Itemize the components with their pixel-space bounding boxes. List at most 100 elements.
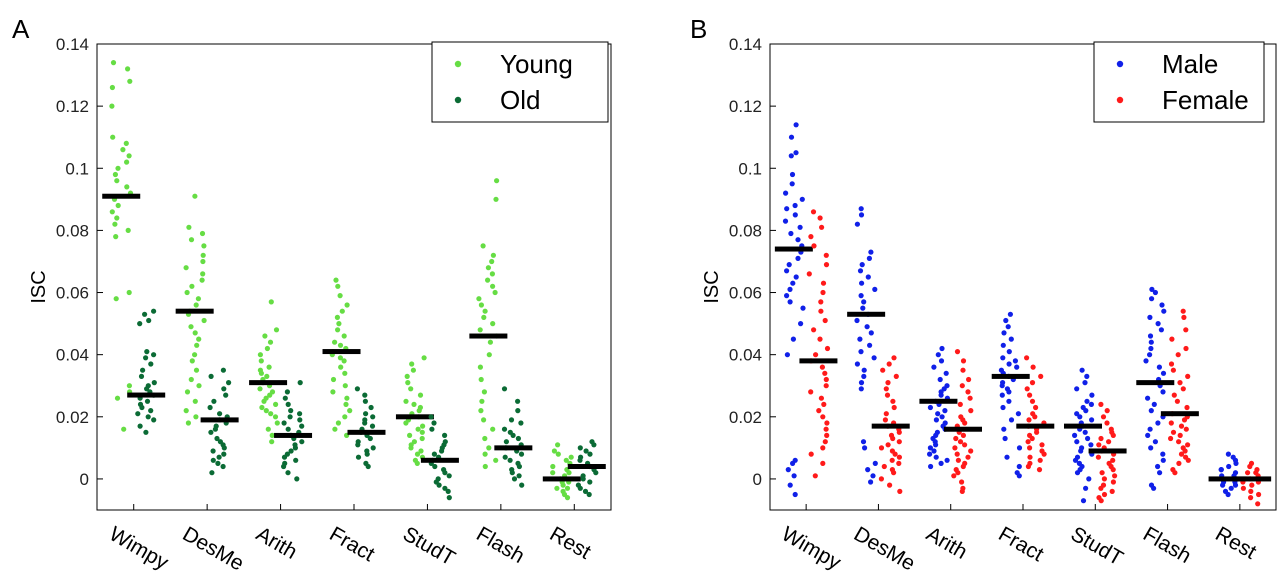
data-point xyxy=(1000,355,1006,361)
data-point xyxy=(269,439,275,445)
legend-label: Female xyxy=(1162,85,1249,115)
data-point xyxy=(148,408,154,414)
data-point xyxy=(1025,439,1031,445)
data-point xyxy=(442,470,448,476)
data-point xyxy=(568,454,574,460)
data-point xyxy=(226,380,232,386)
data-point xyxy=(858,212,865,218)
data-point xyxy=(817,336,823,342)
data-point xyxy=(1037,457,1043,463)
data-point xyxy=(347,408,353,414)
data-point xyxy=(1145,395,1151,401)
data-point xyxy=(960,358,967,364)
data-point xyxy=(269,432,275,438)
data-point xyxy=(429,426,435,432)
y-tick-label: 0.1 xyxy=(65,159,89,178)
data-point xyxy=(1185,442,1191,448)
data-point xyxy=(550,463,556,470)
data-point xyxy=(1245,470,1251,476)
mean-bar xyxy=(847,311,886,317)
data-point xyxy=(1143,358,1149,364)
data-point xyxy=(1002,435,1008,442)
data-point xyxy=(185,420,191,426)
mean-bar xyxy=(200,417,239,423)
data-point xyxy=(144,349,150,355)
data-point xyxy=(1098,401,1104,407)
data-point xyxy=(186,224,192,230)
data-point xyxy=(485,265,491,271)
data-point xyxy=(503,439,509,445)
data-point xyxy=(144,386,150,392)
data-point xyxy=(516,473,522,479)
data-point xyxy=(138,373,145,379)
data-point xyxy=(487,339,493,345)
data-point xyxy=(515,435,522,442)
data-point xyxy=(792,491,798,498)
data-point xyxy=(220,367,226,373)
data-point xyxy=(864,324,870,330)
data-point xyxy=(1183,426,1189,432)
data-point xyxy=(1016,445,1023,451)
data-point xyxy=(1089,417,1095,423)
data-point xyxy=(113,296,119,302)
data-point xyxy=(209,470,215,476)
y-tick-label: 0.1 xyxy=(738,159,762,178)
data-point xyxy=(854,317,860,324)
data-point xyxy=(195,296,201,302)
data-point xyxy=(188,376,194,383)
data-point xyxy=(478,376,484,383)
data-point xyxy=(784,293,790,299)
category-label: StudT xyxy=(1067,522,1127,570)
data-point xyxy=(896,460,902,466)
data-point xyxy=(518,420,524,426)
data-point xyxy=(183,408,189,414)
data-point xyxy=(554,485,560,491)
data-point xyxy=(793,150,799,156)
data-point xyxy=(208,373,214,379)
mean-bar xyxy=(944,426,983,432)
data-point xyxy=(1005,324,1011,330)
data-point xyxy=(865,467,871,473)
data-point xyxy=(818,395,825,401)
data-point xyxy=(115,202,121,209)
data-point xyxy=(931,364,937,370)
data-point xyxy=(369,423,376,429)
data-point xyxy=(370,414,376,420)
legend: Young Old xyxy=(431,41,609,123)
data-point xyxy=(1256,491,1262,498)
data-point xyxy=(1015,411,1022,417)
data-point xyxy=(354,386,360,392)
data-point xyxy=(1184,404,1190,411)
data-point xyxy=(268,411,274,417)
data-point xyxy=(432,463,438,470)
data-point xyxy=(281,463,287,470)
data-point xyxy=(200,258,206,265)
data-point xyxy=(938,460,944,466)
data-point xyxy=(896,429,902,435)
legend-label: Young xyxy=(500,49,573,79)
data-point xyxy=(824,432,830,438)
data-point xyxy=(258,370,264,376)
data-point xyxy=(407,432,413,438)
data-point xyxy=(823,262,830,268)
data-point xyxy=(859,280,865,286)
data-point xyxy=(1027,454,1033,460)
panel-letter: B xyxy=(690,14,707,44)
mean-bar xyxy=(249,380,288,386)
data-point xyxy=(342,370,348,376)
data-point xyxy=(999,383,1005,389)
data-point xyxy=(1148,408,1154,414)
data-point xyxy=(364,451,370,457)
data-point xyxy=(820,280,827,286)
data-point xyxy=(586,491,592,498)
y-tick-label: 0.04 xyxy=(729,346,762,365)
data-point xyxy=(959,479,965,485)
data-point xyxy=(935,411,941,417)
data-point xyxy=(411,439,417,445)
data-point xyxy=(1104,408,1110,414)
data-point xyxy=(858,380,865,386)
data-point xyxy=(822,439,828,445)
data-point xyxy=(1174,398,1180,404)
data-point xyxy=(860,305,866,311)
